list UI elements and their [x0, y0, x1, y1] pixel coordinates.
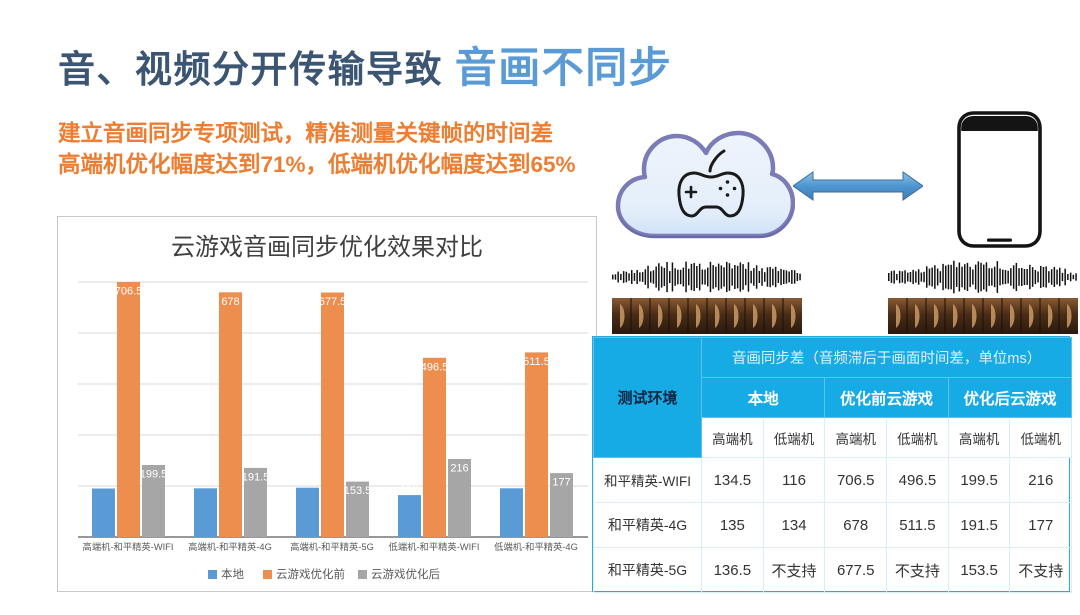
svg-text:496.5: 496.5	[421, 361, 449, 373]
svg-text:677.5: 677.5	[319, 296, 347, 308]
svg-text:153.5: 153.5	[344, 485, 372, 497]
svg-text:177: 177	[552, 477, 570, 489]
svg-text:135: 135	[196, 476, 214, 488]
svg-text:136.5: 136.5	[294, 476, 322, 488]
svg-text:216: 216	[450, 463, 468, 475]
svg-text:706.5: 706.5	[115, 286, 143, 298]
svg-text:云游戏优化后: 云游戏优化后	[371, 567, 440, 581]
svg-text:本地: 本地	[221, 567, 244, 581]
svg-text:低端机-和平精英-4G: 低端机-和平精英-4G	[494, 541, 578, 552]
svg-text:135: 135	[502, 476, 520, 488]
svg-text:云游戏优化前: 云游戏优化前	[276, 567, 345, 581]
svg-text:高端机-和平精英-WIFI: 高端机-和平精英-WIFI	[83, 541, 174, 552]
svg-text:116: 116	[401, 483, 419, 495]
svg-text:高端机-和平精英-4G: 高端机-和平精英-4G	[188, 541, 272, 552]
svg-text:高端机-和平精英-5G: 高端机-和平精英-5G	[290, 541, 374, 552]
svg-text:191.5: 191.5	[242, 471, 270, 483]
svg-text:134.5: 134.5	[90, 477, 118, 489]
svg-text:199.5: 199.5	[140, 469, 168, 481]
svg-text:678: 678	[221, 296, 239, 308]
svg-text:低端机-和平精英-WIFI: 低端机-和平精英-WIFI	[389, 541, 480, 552]
svg-text:511.5: 511.5	[523, 356, 550, 368]
